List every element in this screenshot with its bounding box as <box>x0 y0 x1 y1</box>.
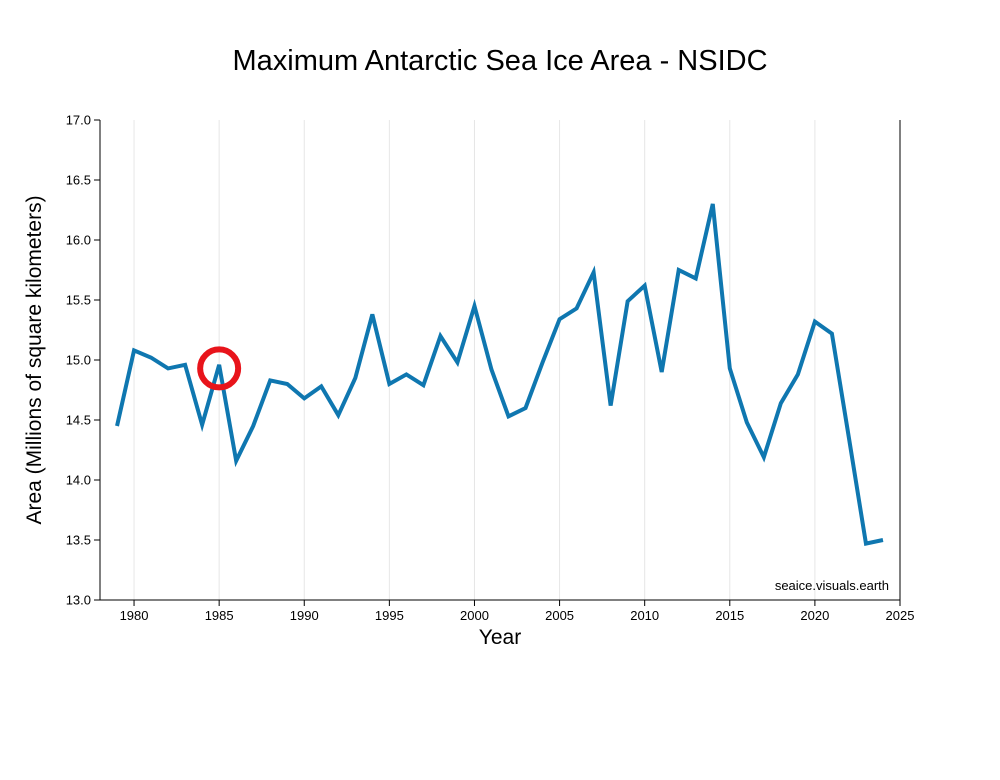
data-point <box>796 372 800 376</box>
data-point <box>524 406 528 410</box>
y-tick-label: 14.0 <box>66 473 91 488</box>
x-ticks: 1980 1985 1990 1995 2000 2005 2010 2015 2020 2025 <box>120 600 915 623</box>
x-tick-label: 1995 <box>375 608 404 623</box>
data-point <box>864 542 868 546</box>
data-point <box>353 376 357 380</box>
y-tick-label: 17.0 <box>66 113 91 128</box>
data-point <box>660 370 664 374</box>
x-tick-label: 2010 <box>630 608 659 623</box>
data-point <box>421 383 425 387</box>
x-tick-label: 1980 <box>120 608 149 623</box>
y-axis-label: Area (Millions of square kilometers) <box>23 195 46 524</box>
data-point <box>319 384 323 388</box>
data-point <box>251 424 255 428</box>
data-point <box>336 413 340 417</box>
data-point <box>115 424 119 428</box>
x-tick-label: 2015 <box>715 608 744 623</box>
data-point <box>558 317 562 321</box>
data-point <box>711 202 715 206</box>
data-point <box>762 455 766 459</box>
y-tick-label: 14.5 <box>66 413 91 428</box>
credit-text: seaice.visuals.earth <box>775 578 889 593</box>
data-point <box>575 306 579 310</box>
data-point <box>132 348 136 352</box>
data-point <box>404 372 408 376</box>
data-point <box>149 356 153 360</box>
x-axis-label: Year <box>479 626 521 649</box>
x-tick-label: 1990 <box>290 608 319 623</box>
data-point <box>217 363 221 367</box>
y-ticks: 13.0 13.5 14.0 14.5 15.0 15.5 16.0 16.5 17.0 <box>66 113 100 608</box>
data-point <box>728 366 732 370</box>
data-point <box>285 382 289 386</box>
series-line <box>115 203 884 546</box>
data-point <box>677 268 681 272</box>
x-tick-label: 1985 <box>205 608 234 623</box>
data-point <box>489 368 493 372</box>
data-point <box>881 538 885 542</box>
y-tick-label: 15.5 <box>66 293 91 308</box>
data-point <box>472 304 476 308</box>
data-point <box>779 401 783 405</box>
data-point <box>438 334 442 338</box>
data-point <box>387 382 391 386</box>
data-point <box>507 414 511 418</box>
data-point <box>609 404 613 408</box>
data-point <box>268 378 272 382</box>
highlight-circle <box>197 346 242 391</box>
data-point <box>302 396 306 400</box>
data-point <box>541 360 545 364</box>
data-point <box>592 270 596 274</box>
data-point <box>626 299 630 303</box>
x-tick-label: 2020 <box>800 608 829 623</box>
data-point <box>643 284 647 288</box>
chart-title: Maximum Antarctic Sea Ice Area - NSIDC <box>232 45 767 77</box>
data-point <box>200 423 204 427</box>
data-point <box>166 366 170 370</box>
data-point <box>234 459 238 463</box>
data-point <box>183 363 187 367</box>
x-tick-label: 2025 <box>886 608 915 623</box>
data-point <box>745 420 749 424</box>
y-tick-label: 16.0 <box>66 233 91 248</box>
data-point <box>847 436 851 440</box>
x-tick-label: 2005 <box>545 608 574 623</box>
data-point <box>370 312 374 316</box>
y-tick-label: 13.5 <box>66 533 91 548</box>
data-points <box>115 202 885 546</box>
y-tick-label: 15.0 <box>66 353 91 368</box>
y-tick-label: 13.0 <box>66 593 91 608</box>
data-point <box>455 360 459 364</box>
x-tick-label: 2000 <box>460 608 489 623</box>
y-tick-label: 16.5 <box>66 173 91 188</box>
data-point <box>694 276 698 280</box>
data-point <box>830 332 834 336</box>
data-point <box>813 320 817 324</box>
x-grid <box>133 120 816 600</box>
